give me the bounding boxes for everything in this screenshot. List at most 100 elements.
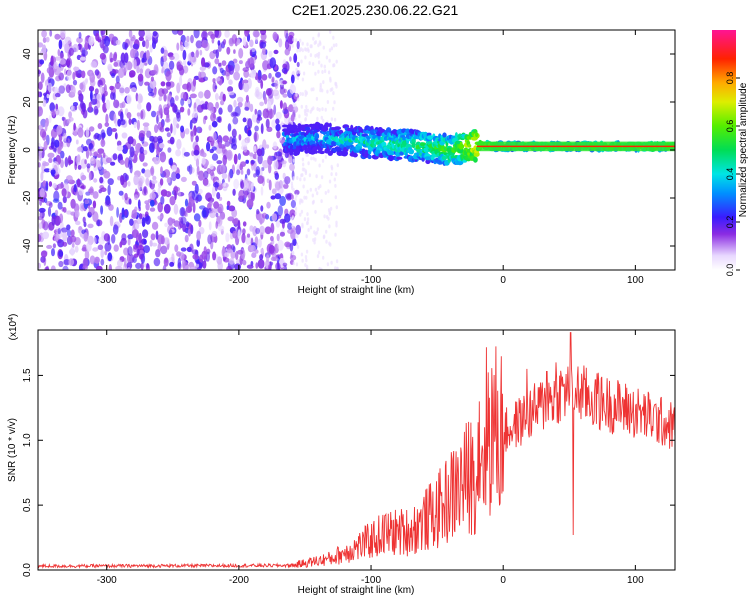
noise-blob	[327, 70, 331, 75]
noise-blob	[160, 196, 165, 205]
noise-blob	[223, 182, 227, 187]
noise-blob	[233, 99, 237, 108]
signal-blob	[356, 145, 362, 150]
noise-blob	[245, 235, 252, 245]
noise-blob	[295, 262, 299, 267]
noise-blob	[167, 147, 172, 153]
noise-blob	[53, 236, 59, 242]
noise-blob	[312, 36, 315, 41]
noise-blob	[333, 117, 337, 122]
noise-blob	[104, 122, 110, 127]
noise-blob	[110, 161, 116, 166]
noise-blob	[237, 229, 241, 240]
noise-blob	[38, 207, 46, 213]
noise-blob	[255, 35, 258, 44]
noise-blob	[170, 97, 175, 107]
noise-blob	[228, 37, 234, 47]
noise-blob	[209, 136, 214, 142]
noise-blob	[281, 67, 288, 74]
noise-blob	[135, 218, 143, 225]
noise-blob	[214, 30, 220, 38]
noise-blob	[221, 172, 228, 179]
noise-blob	[284, 241, 291, 248]
signal-blob	[475, 132, 479, 138]
noise-blob	[287, 228, 294, 234]
noise-blob	[75, 220, 81, 226]
noise-blob	[43, 197, 48, 204]
noise-blob	[226, 200, 231, 207]
noise-blob	[150, 69, 157, 75]
noise-blob	[248, 57, 255, 68]
noise-blob	[292, 105, 299, 113]
noise-blob	[192, 254, 199, 260]
noise-blob	[126, 94, 132, 105]
noise-blob	[212, 186, 216, 197]
noise-blob	[39, 188, 45, 198]
noise-blob	[54, 56, 61, 61]
noise-blob	[302, 184, 305, 189]
y-tick-label: 0.0	[22, 563, 33, 577]
noise-blob	[278, 38, 283, 48]
noise-blob	[136, 119, 140, 131]
noise-blob	[290, 121, 293, 126]
noise-blob	[284, 48, 290, 56]
noise-blob	[38, 262, 41, 269]
noise-blob	[174, 244, 179, 253]
noise-blob	[301, 258, 304, 263]
noise-blob	[227, 86, 234, 93]
signal-blob	[391, 144, 395, 149]
noise-blob	[129, 218, 134, 226]
noise-blob	[81, 184, 86, 190]
noise-blob	[117, 259, 123, 268]
noise-blob	[121, 132, 128, 139]
noise-blob	[113, 113, 117, 124]
noise-blob	[133, 244, 139, 250]
noise-blob	[203, 76, 208, 82]
noise-blob	[168, 60, 175, 70]
noise-blob	[317, 43, 320, 48]
noise-blob	[283, 183, 289, 189]
noise-blob	[310, 87, 313, 92]
noise-blob	[70, 229, 75, 238]
noise-blob	[50, 141, 55, 149]
noise-blob	[335, 43, 338, 47]
noise-blob	[292, 70, 295, 75]
noise-blob	[66, 224, 71, 231]
noise-blob	[76, 37, 83, 44]
noise-blob	[249, 39, 254, 48]
noise-blob	[215, 101, 220, 109]
noise-blob	[326, 262, 330, 267]
noise-blob	[244, 30, 249, 37]
noise-blob	[312, 106, 315, 111]
noise-blob	[213, 201, 220, 209]
noise-blob	[320, 115, 323, 120]
noise-blob	[190, 34, 194, 44]
noise-blob	[90, 99, 98, 105]
noise-blob	[110, 92, 115, 100]
noise-blob	[75, 139, 79, 145]
noise-blob	[247, 129, 252, 137]
colorbar-label: Normalized spectral amplitude	[738, 82, 749, 217]
noise-blob	[160, 245, 168, 255]
noise-blob	[128, 198, 132, 205]
noise-blob	[121, 101, 126, 108]
noise-blob	[102, 168, 107, 174]
noise-blob	[39, 59, 45, 65]
noise-blob	[64, 36, 72, 45]
noise-blob	[100, 30, 106, 36]
noise-blob	[254, 108, 258, 115]
noise-blob	[161, 88, 169, 95]
noise-blob	[103, 84, 107, 93]
noise-blob	[98, 165, 102, 170]
noise-blob	[226, 46, 231, 55]
noise-blob	[282, 93, 288, 98]
noise-blob	[290, 199, 296, 209]
noise-blob	[112, 153, 118, 161]
noise-blob	[48, 181, 53, 187]
noise-blob	[233, 153, 238, 165]
noise-blob	[68, 111, 72, 119]
noise-blob	[100, 187, 107, 192]
noise-blob	[211, 37, 215, 44]
noise-blob	[271, 188, 277, 195]
noise-blob	[88, 143, 94, 150]
